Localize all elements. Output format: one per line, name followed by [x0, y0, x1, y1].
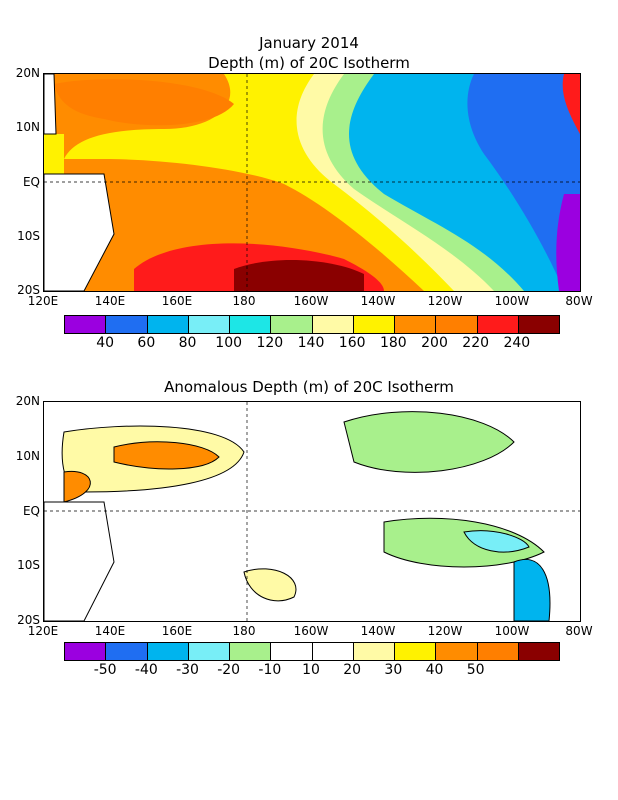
colorbar-label: -20	[217, 662, 241, 678]
colorbar-swatch	[436, 316, 478, 333]
colorbar-swatch	[477, 316, 519, 333]
colorbar-label: 160	[338, 335, 366, 351]
colorbar-swatch	[106, 316, 148, 333]
lon-label: 80W	[565, 294, 593, 308]
depth-region-200	[44, 74, 424, 291]
lat-label: EQ	[22, 503, 40, 518]
lat-label: 10S	[17, 228, 40, 243]
lat-label: 20S	[17, 613, 40, 627]
colorbar-swatch	[312, 316, 354, 333]
lon-label: 140E	[94, 294, 126, 308]
colorbar-swatch	[395, 643, 437, 660]
lon-label: 160E	[161, 624, 193, 638]
chart-subtitle: Depth (m) of 20C Isotherm	[208, 54, 410, 72]
anomaly-region-neg-south	[383, 517, 545, 568]
colorbar-swatch	[230, 643, 272, 660]
colorbar-label: 40	[425, 662, 444, 678]
colorbar-label: 50	[466, 662, 485, 678]
lon-label: 100W	[494, 294, 530, 308]
lon-label: 120E	[27, 624, 59, 638]
lon-label: 180	[232, 294, 256, 308]
land-maritime-continent-2	[44, 501, 115, 621]
lon-label: 160W	[293, 624, 329, 638]
anomaly-region-pos-peak	[113, 441, 220, 470]
colorbar-swatch	[188, 643, 230, 660]
colorbar-label: 200	[421, 335, 448, 351]
depth-region-60	[467, 74, 580, 291]
anomaly-contour-map	[43, 401, 581, 622]
anomaly-region-neg-north	[343, 411, 515, 473]
lat-label: 20N	[15, 394, 40, 408]
colorbar-label: -10	[258, 662, 282, 678]
colorbar-swatch	[395, 316, 437, 333]
colorbar-label: 120	[256, 335, 284, 351]
depth-map-svg	[44, 74, 580, 291]
lon-label: 120W	[427, 294, 463, 308]
colorbar-swatch	[65, 643, 107, 660]
lat-label: 10N	[15, 448, 40, 463]
lon-label: 180	[232, 624, 256, 638]
anomaly-map-svg	[44, 402, 580, 621]
anomaly-colorbar	[64, 642, 560, 661]
colorbar-label: 80	[178, 335, 197, 351]
colorbar-label: 140	[297, 335, 325, 351]
colorbar-label: 60	[137, 335, 156, 351]
colorbar-swatch	[518, 643, 559, 660]
lat-label: 20S	[17, 283, 40, 297]
colorbar-label: -50	[93, 662, 117, 678]
depth-region-coast-north	[562, 74, 580, 134]
lon-label: 100W	[494, 624, 530, 638]
colorbar-swatch	[65, 316, 107, 333]
anomaly-region-neg-coast	[513, 559, 551, 621]
colorbar-label: -30	[176, 662, 199, 678]
lat-label: 10N	[15, 120, 40, 135]
lat-label: 20N	[15, 66, 40, 80]
colorbar-label: 10	[302, 662, 320, 678]
colorbar-swatch	[188, 316, 230, 333]
anomaly-region-neg-core	[463, 530, 530, 553]
lon-label: 120E	[27, 294, 59, 308]
colorbar-swatch	[312, 643, 354, 660]
lon-label: 80W	[565, 624, 593, 638]
lon-label: 140E	[94, 624, 126, 638]
colorbar-swatch	[147, 643, 189, 660]
colorbar-label: 30	[384, 662, 403, 678]
anomaly-region-pos-west	[63, 470, 91, 503]
colorbar-label: 180	[379, 335, 407, 351]
lon-label: 120W	[427, 624, 463, 638]
lon-label: 140W	[360, 294, 396, 308]
colorbar-swatch	[147, 316, 189, 333]
depth-region-max	[234, 259, 364, 291]
chart-title: January 2014	[259, 34, 359, 52]
land-asia	[44, 74, 57, 135]
colorbar-label: 240	[503, 335, 531, 351]
land-maritime-continent	[44, 173, 115, 291]
anomaly-title: Anomalous Depth (m) of 20C Isotherm	[164, 378, 454, 396]
colorbar-label: 100	[215, 335, 243, 351]
colorbar-label: 20	[343, 662, 362, 678]
colorbar-swatch	[518, 316, 559, 333]
colorbar-swatch	[353, 643, 395, 660]
colorbar-label: 40	[96, 335, 115, 351]
anomaly-region-pos-south	[243, 568, 297, 602]
colorbar-swatch	[271, 643, 313, 660]
colorbar-swatch	[106, 643, 148, 660]
colorbar-label: -40	[134, 662, 158, 678]
depth-colorbar	[64, 315, 560, 334]
lat-label: 10S	[17, 558, 40, 573]
colorbar-swatch	[271, 316, 313, 333]
lon-label: 140W	[360, 624, 396, 638]
depth-region-40	[556, 194, 580, 291]
depth-contour-map	[43, 73, 581, 292]
lat-label: EQ	[22, 174, 40, 189]
depth-region-220-north	[54, 79, 234, 126]
colorbar-swatch	[353, 316, 395, 333]
lon-label: 160W	[293, 294, 329, 308]
colorbar-swatch	[230, 316, 272, 333]
colorbar-label: 220	[462, 335, 490, 351]
lon-label: 160E	[161, 294, 193, 308]
colorbar-swatch	[436, 643, 478, 660]
colorbar-swatch	[477, 643, 519, 660]
